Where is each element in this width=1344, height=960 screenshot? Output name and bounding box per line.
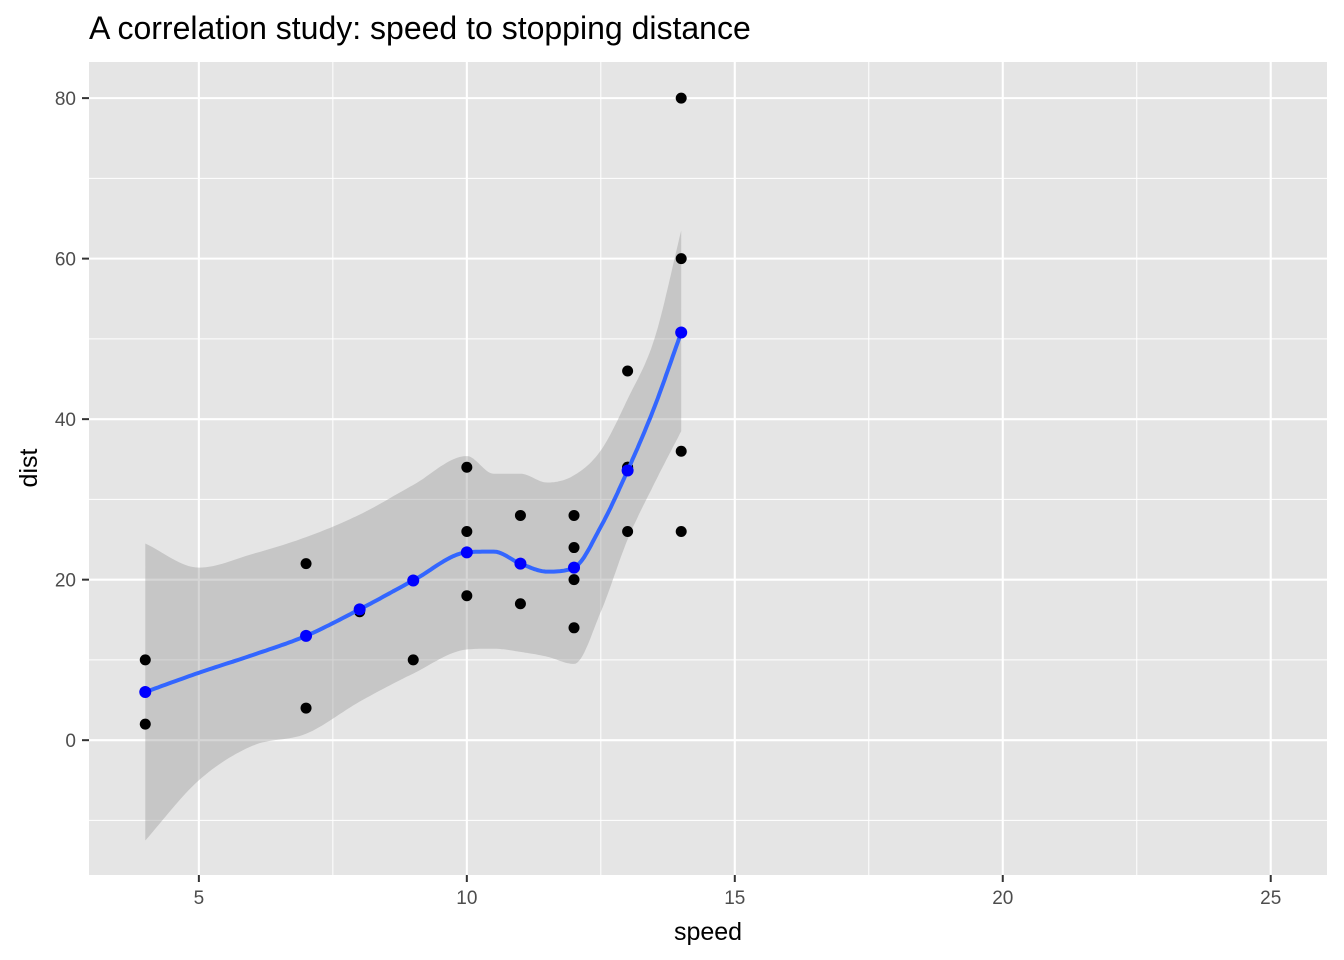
y-tick-label: 60	[55, 250, 76, 271]
data-point	[622, 526, 634, 538]
fitted-point	[460, 546, 473, 559]
data-point	[514, 509, 526, 521]
data-point	[461, 590, 473, 602]
data-point	[622, 365, 634, 377]
data-point	[461, 526, 473, 538]
y-tick-label: 40	[55, 410, 76, 431]
minor-gridlines	[89, 62, 1327, 875]
fitted-point	[621, 464, 634, 477]
fitted-point	[514, 557, 527, 570]
y-tick-label: 0	[65, 731, 76, 752]
data-point	[568, 509, 580, 521]
data-point	[675, 445, 687, 457]
x-tick-label: 5	[194, 888, 205, 909]
data-point	[514, 598, 526, 610]
data-point	[568, 542, 580, 554]
smooth-confidence-band-layer	[145, 230, 682, 841]
data-point	[461, 461, 473, 473]
data-points-layer	[139, 92, 687, 730]
plot-panel	[89, 62, 1327, 875]
fitted-point	[353, 603, 366, 616]
x-axis-title: speed	[674, 918, 742, 946]
fitted-point	[407, 574, 420, 587]
x-tick-label: 10	[456, 888, 477, 909]
data-point	[675, 253, 687, 265]
data-point	[300, 558, 312, 570]
smooth-line-layer	[144, 331, 684, 694]
x-tick-label: 20	[992, 888, 1013, 909]
fitted-point	[568, 561, 581, 574]
data-point	[300, 702, 312, 714]
y-axis: 0 20 40 60 80	[55, 89, 89, 752]
fitted-points-layer	[139, 326, 688, 699]
data-point	[568, 622, 580, 634]
major-gridlines	[89, 62, 1327, 875]
x-tick-label: 25	[1260, 888, 1281, 909]
fitted-point	[300, 629, 313, 642]
fitted-point	[139, 686, 152, 699]
smooth-confidence-band	[145, 230, 682, 841]
data-point	[675, 526, 687, 538]
x-axis: 5 10 15 20 25	[194, 875, 1281, 909]
data-point	[139, 654, 151, 666]
y-tick-label: 80	[55, 89, 76, 110]
y-tick-label: 20	[55, 571, 76, 592]
data-point	[139, 718, 151, 730]
chart-title: A correlation study: speed to stopping d…	[89, 10, 751, 46]
data-point	[407, 654, 419, 666]
smooth-line	[144, 331, 684, 694]
data-point	[675, 92, 687, 104]
fitted-point	[675, 326, 688, 339]
x-tick-label: 15	[724, 888, 745, 909]
y-axis-title: dist	[15, 448, 43, 487]
data-point	[568, 574, 580, 586]
